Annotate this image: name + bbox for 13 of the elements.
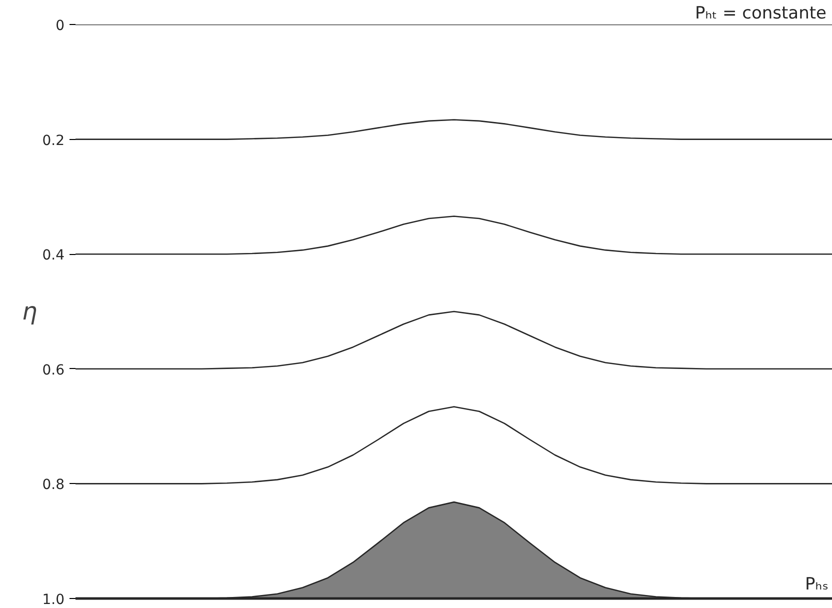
- line-series: [76, 406, 832, 484]
- annotation: Pₕₛ: [805, 574, 828, 594]
- y-tick-label: 0.6: [42, 362, 65, 378]
- y-tick-label: 0.2: [42, 132, 64, 149]
- y-tick-label: 0.4: [42, 248, 65, 264]
- line-series: [76, 310, 832, 370]
- line-series: [76, 119, 832, 140]
- y-tick-label: 0: [56, 18, 65, 34]
- text: Pₕₜ = constante: [694, 4, 827, 24]
- y-axis-title: η: [22, 298, 38, 326]
- y-tick-label: 0.8: [42, 477, 64, 494]
- line-series: [76, 216, 832, 255]
- y-tick-label: 1.0: [42, 592, 64, 608]
